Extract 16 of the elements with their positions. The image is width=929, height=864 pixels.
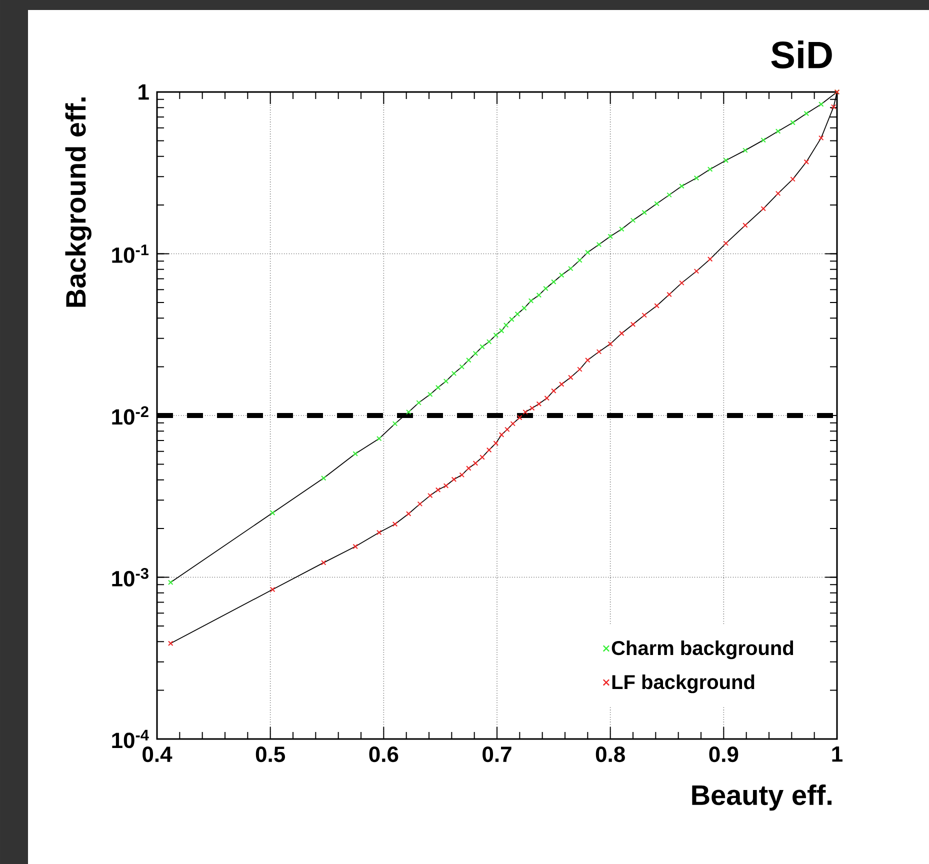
y-tick-label: 1 [138,84,149,100]
x-tick-label: 0.9 [709,746,738,762]
x-tick-label: 0.8 [596,746,625,762]
x-tick-label: 0.5 [256,746,286,762]
y-tick-label: 10$^{-2}$ [112,406,148,425]
legend-label: Charm background [612,640,794,660]
y-axis-title: Background eff. [65,97,92,307]
x-tick-label: 0.4 [142,746,172,762]
x-axis-title: Beauty eff. [692,784,832,811]
chart-title: SiD [771,40,832,68]
y-tick-label: 10$^{-3}$ [112,568,148,586]
x-tick-label: 0.6 [369,746,398,762]
x-tick-label: 1 [832,746,843,762]
y-tick-label: 10$^{-1}$ [112,244,149,263]
x-tick-label: 0.7 [482,746,512,762]
legend-label: LF background [612,674,754,694]
